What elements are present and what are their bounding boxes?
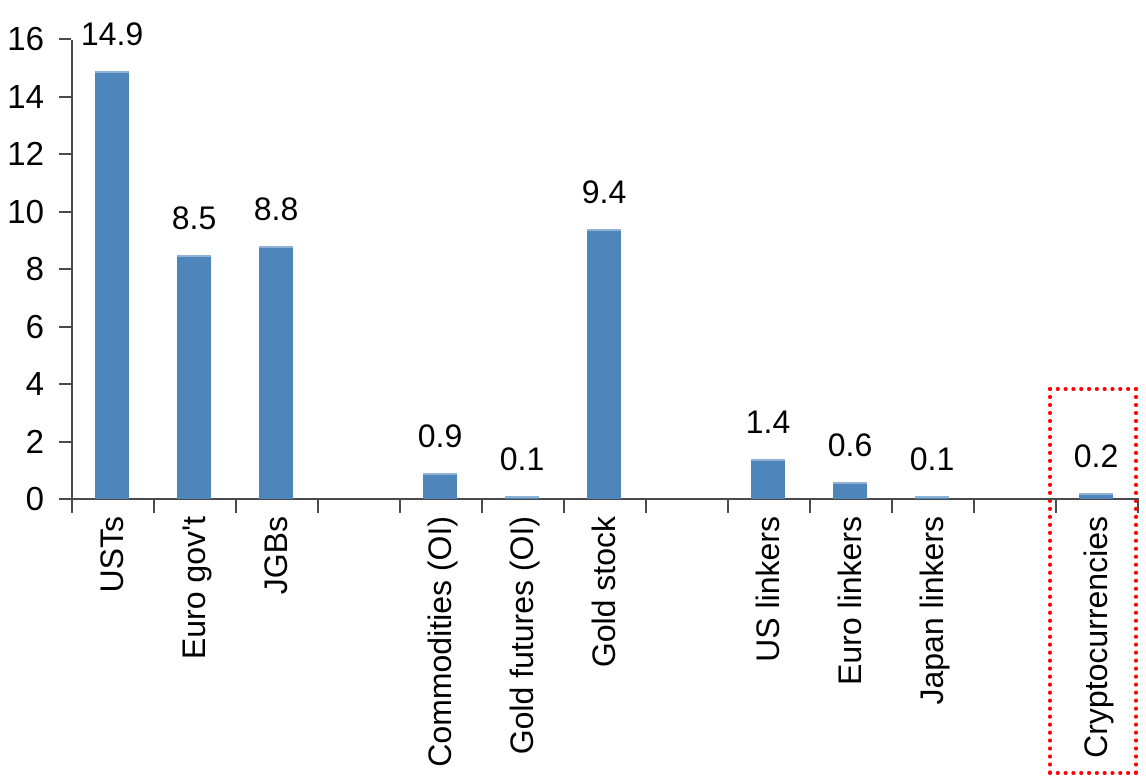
y-axis-tick-label: 6 — [25, 308, 44, 345]
y-axis-tick-label: 4 — [25, 365, 44, 402]
category-label: USTs — [94, 516, 130, 593]
bar-value-label: 0.1 — [909, 441, 955, 477]
x-axis-tick — [71, 500, 73, 513]
y-axis-line — [71, 40, 73, 513]
y-axis-tick — [59, 441, 71, 443]
bar-euro-gov-t — [177, 255, 211, 499]
y-axis-tick — [59, 268, 71, 270]
x-axis-tick — [727, 500, 729, 513]
category-label: JGBs — [258, 516, 294, 595]
category-label: Euro linkers — [832, 516, 868, 685]
y-axis-tick — [59, 153, 71, 155]
bar-japan-linkers — [915, 496, 949, 499]
bar-value-label: 8.5 — [171, 200, 217, 236]
bar-gold-stock — [587, 229, 621, 499]
bar-value-label: 0.6 — [827, 427, 873, 463]
bar-jgbs — [259, 246, 293, 499]
bar-gold-futures-oi- — [505, 496, 539, 499]
x-axis-tick — [891, 500, 893, 513]
bar-value-label: 1.4 — [745, 404, 791, 440]
bar-value-label: 14.9 — [80, 16, 144, 52]
y-axis-tick-label: 8 — [25, 250, 44, 287]
y-axis-tick — [59, 326, 71, 328]
x-axis-tick — [399, 500, 401, 513]
x-axis-tick — [645, 500, 647, 513]
y-axis-tick-label: 0 — [25, 480, 44, 517]
bar-euro-linkers — [833, 482, 867, 499]
y-axis-tick — [59, 383, 71, 385]
y-axis-tick-label: 16 — [7, 20, 44, 57]
bar-value-label: 0.9 — [417, 418, 463, 454]
category-label: Cryptocurrencies — [1078, 516, 1114, 758]
x-axis-line — [71, 498, 1139, 500]
bar-value-label: 0.2 — [1073, 438, 1119, 474]
category-label: Gold stock — [586, 516, 622, 668]
bar-cryptocurrencies — [1079, 493, 1113, 499]
bar-value-label: 8.8 — [253, 191, 299, 227]
y-axis-tick — [59, 96, 71, 98]
x-axis-tick — [1055, 500, 1057, 513]
x-axis-tick — [809, 500, 811, 513]
y-axis-tick-label: 12 — [7, 135, 44, 172]
cryptocurrencies-highlight-box — [1048, 387, 1138, 775]
y-axis-tick-label: 14 — [7, 78, 44, 115]
bar-usts — [95, 71, 129, 499]
x-axis-tick — [563, 500, 565, 513]
bar-commodities-oi- — [423, 473, 457, 499]
x-axis-tick — [973, 500, 975, 513]
bar-value-label: 9.4 — [581, 174, 627, 210]
y-axis-tick — [59, 498, 71, 500]
x-axis-tick — [1137, 500, 1139, 513]
category-label: Euro gov't — [176, 516, 212, 660]
bar-us-linkers — [751, 459, 785, 499]
x-axis-tick — [153, 500, 155, 513]
y-axis-tick — [59, 211, 71, 213]
category-label: Commodities (OI) — [422, 516, 458, 767]
x-axis-tick — [317, 500, 319, 513]
y-axis-tick-label: 2 — [25, 423, 44, 460]
x-axis-tick — [481, 500, 483, 513]
category-label: Gold futures (OI) — [504, 516, 540, 755]
category-label: US linkers — [750, 516, 786, 662]
x-axis-tick — [235, 500, 237, 513]
bar-value-label: 0.1 — [499, 441, 545, 477]
y-axis-tick — [59, 38, 71, 40]
y-axis-tick-label: 10 — [7, 193, 44, 230]
category-label: Japan linkers — [914, 516, 950, 705]
